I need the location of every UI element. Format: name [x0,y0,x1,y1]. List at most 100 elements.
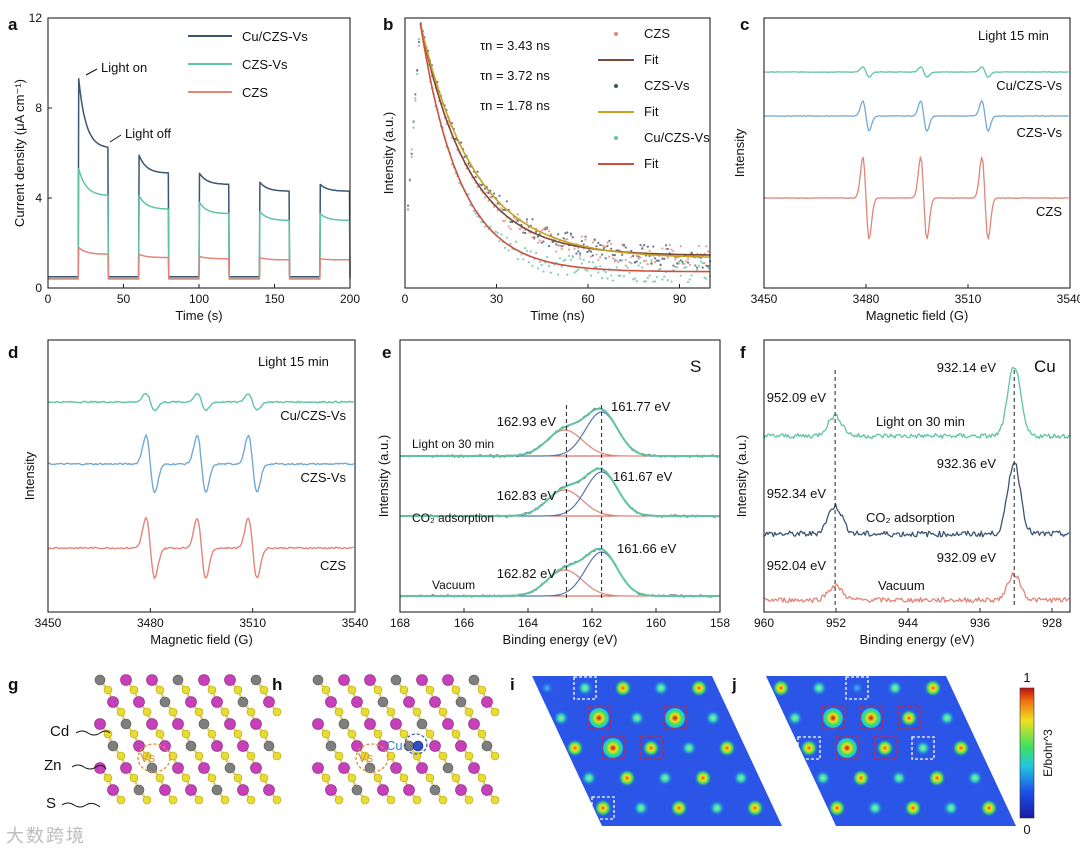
sulfur-atom [233,685,243,695]
data-point-CZS [485,191,488,194]
data-point-CZS [639,256,642,259]
legend-marker [614,136,618,140]
epr-trace-CZS-Vs [763,100,1069,132]
data-point-Cu/CZS-Vs [509,242,512,245]
sulfur-atom [438,707,448,717]
data-point-CZS [578,254,582,257]
cadmium-atom [377,784,389,796]
zinc-atom [94,674,106,686]
sulfur-atom [155,685,165,695]
data-point-Cu/CZS-Vs [663,275,666,278]
x-tick-label: 158 [710,616,730,630]
cadmium-atom [211,696,223,708]
density-spot [705,710,721,726]
sulfur-atom [477,773,487,783]
fit-line-Cu/CZS-Vs [419,23,710,273]
sulfur-atom [207,773,217,783]
density-spot [670,799,688,817]
zinc-atom [107,740,119,752]
data-point-CZS [414,97,417,100]
sulfur-atom [220,751,230,761]
cadmium-atom [312,762,324,774]
data-point-CZS [591,241,594,244]
sulfur-atom [129,685,139,695]
panel-j: j [731,675,1016,826]
data-point-CZS [560,247,563,251]
sulfur-atom [142,751,152,761]
data-point-Cu/CZS-Vs [586,269,589,272]
data-point-CZS-Vs [555,243,558,246]
plot-frame [399,339,721,613]
data-point-CZS-Vs [406,204,410,207]
data-point-CZS-Vs [560,245,563,248]
data-point-CZS [635,254,638,258]
x-tick-label: 0 [45,292,52,306]
data-point-CZS-Vs [624,246,627,249]
x-tick-label: 936 [970,616,990,630]
panel-i: i [510,675,782,826]
peak-label: 162.83 eV [497,488,557,503]
data-point-Cu/CZS-Vs [670,280,673,283]
panel-g: Cd Zn S Vs g [8,674,282,812]
peak-label: 932.14 eV [937,360,997,375]
data-point-CZS [628,260,631,264]
data-point-CZS-Vs [646,245,649,248]
data-point-CZS [489,196,492,199]
sulfur-atom [399,729,409,739]
zinc-atom [120,718,132,730]
cadmium-atom [263,696,275,708]
sulfur-atom [464,795,474,805]
data-point-CZS-Vs [657,259,660,262]
cadmium-atom [159,740,171,752]
density-spot [811,680,827,696]
x-tick-label: 3450 [35,616,62,630]
data-point-Cu/CZS-Vs [657,268,660,271]
data-point-CZS [610,242,613,245]
data-point-Cu/CZS-Vs [582,258,585,261]
sulfur-atom [334,751,344,761]
panel-b: 0 30 60 90 Time (ns) Intensity (a.u.) τn = 3.4… [381,15,712,323]
x-tick-label: 3540 [342,616,369,630]
density-spot [746,799,764,817]
data-point-Cu/CZS-Vs [536,267,540,270]
data-point-Cu/CZS-Vs [617,274,620,277]
x-tick-label: 160 [646,616,666,630]
data-point-CZS [679,245,682,248]
data-point-CZS [686,257,690,260]
y-axis-label: Intensity (a.u.) [376,435,391,517]
sulfur-atom [451,729,461,739]
density-spot [718,739,736,757]
data-point-CZS [677,262,680,265]
data-point-Cu/CZS-Vs [650,259,653,262]
data-point-CZS-Vs [533,236,536,239]
sulfur-atom [347,729,357,739]
cadmium-atom [185,696,197,708]
x-tick-label: 60 [581,292,595,306]
data-point-Cu/CZS-Vs [591,261,594,264]
density-spot [577,680,593,696]
data-point-Cu/CZS-Vs [659,267,662,270]
sulfur-atom [181,773,191,783]
vacancy-marker [137,743,171,773]
x-axis-label: Binding energy (eV) [503,632,618,647]
white-highlight-box [845,676,869,700]
panel-letter: j [731,675,737,694]
sulfur-atom [386,751,396,761]
data-point-CZS-Vs [509,220,512,223]
data-point-CZS-Vs [652,245,655,248]
condition-label: Vacuum [878,578,925,593]
panel-letter: i [510,675,515,694]
cadmium-atom [325,696,337,708]
data-point-CZS [492,205,496,208]
data-point-CZS [595,253,598,256]
data-point-CZS [569,234,573,237]
epr-trace-Cu/CZS-Vs [763,66,1069,78]
data-point-CZS [670,248,673,251]
data-point-Cu/CZS-Vs [571,256,574,259]
x-tick-label: 928 [1042,616,1062,630]
colorbar-gradient [1019,687,1035,819]
data-point-CZS-Vs [546,226,549,229]
red-highlight-box [639,736,663,760]
tau-annotation: τn = 1.78 ns [480,98,550,113]
legend-label: CZS [644,26,670,41]
